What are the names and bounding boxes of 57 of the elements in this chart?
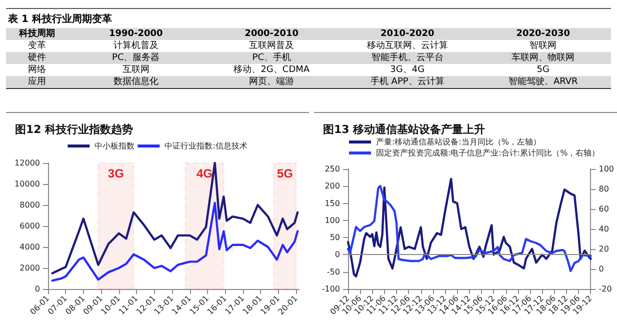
text: 智联网 xyxy=(528,40,558,52)
y2-tick-label: 60 xyxy=(598,204,609,214)
y-tick-label: 2000 xyxy=(20,264,40,272)
y-tick-label: -100 xyxy=(322,284,340,294)
y-tick-label: 200 xyxy=(324,182,340,191)
text: 计算机普及 xyxy=(112,40,160,52)
text: 1990-2000 xyxy=(68,28,204,40)
text: 网页、端游 xyxy=(204,76,340,88)
y-tick-label: 250 xyxy=(324,164,340,174)
text: 网络 xyxy=(27,64,47,76)
y2-tick-label: 20 xyxy=(598,244,609,254)
y-tick-label: 100 xyxy=(324,216,340,225)
text: 移动、2G、CDMA xyxy=(232,64,311,76)
y-tick-label: 12000 xyxy=(14,158,40,168)
legend-label: 固定资产投资完成额:电子信息产业:合计:累计同比（%，右轴） xyxy=(376,148,600,158)
text: 车联网、物联网 xyxy=(475,52,611,64)
band-label: 3G xyxy=(108,166,124,180)
y2-tick-label: 0 xyxy=(598,264,604,274)
text: PC、服务器 xyxy=(68,52,204,64)
text: 互联网 xyxy=(121,64,150,76)
y-tick-label: 150 xyxy=(324,198,340,208)
y-tick-label: -50 xyxy=(326,267,340,276)
text: 移动互联网、云计算 xyxy=(366,40,449,52)
text: 5G xyxy=(536,64,550,76)
text: 智能驾驶、ARVR xyxy=(475,76,611,88)
y-tick-label: 8000 xyxy=(20,200,40,210)
text: 变革 xyxy=(27,40,47,52)
band-label: 5G xyxy=(276,166,294,180)
text: 2000-2010 xyxy=(204,28,340,40)
y2-tick-label: -20 xyxy=(598,284,612,294)
legend-label: 中小板指数 xyxy=(94,142,135,150)
band-label: 4G xyxy=(196,166,213,180)
text: 2020-2030 xyxy=(475,28,611,40)
text: 2010-2020 xyxy=(340,28,476,40)
y-tick-label: 50 xyxy=(330,233,340,242)
text: 表 1 科技行业周期变革 xyxy=(8,12,113,26)
y-tick-label: 10000 xyxy=(14,180,40,188)
y2-tick-label: 40 xyxy=(598,224,609,234)
y2-tick-label: 80 xyxy=(598,184,609,194)
text: 手机 APP、云计算 xyxy=(340,76,476,88)
y-tick-label: 0 xyxy=(34,284,40,294)
text: 应用 xyxy=(6,76,68,88)
text: PC、手机 xyxy=(204,52,340,64)
text: 互联网普及 xyxy=(248,40,296,52)
text: 3G、4G xyxy=(389,64,426,76)
chart-title: 图12 科技行业指数趋势 xyxy=(15,123,134,136)
legend-label: 产量:移动通信基站设备:当月同比（%，左轴） xyxy=(376,138,541,146)
y-tick-label: 6000 xyxy=(20,222,40,230)
text: 智能手机、云平台 xyxy=(340,52,476,64)
text: 科技周期 xyxy=(6,28,68,40)
text: 硬件 xyxy=(6,52,68,64)
legend-label: 中证行业指数:信息技术 xyxy=(164,142,248,150)
text: 数据信息化 xyxy=(68,76,204,88)
y-tick-label: 4000 xyxy=(20,242,40,252)
y-tick-label: 0 xyxy=(334,250,340,260)
chart-title: 图13 移动通信基站设备产量上升 xyxy=(323,123,486,136)
y2-tick-label: 100 xyxy=(598,164,614,174)
